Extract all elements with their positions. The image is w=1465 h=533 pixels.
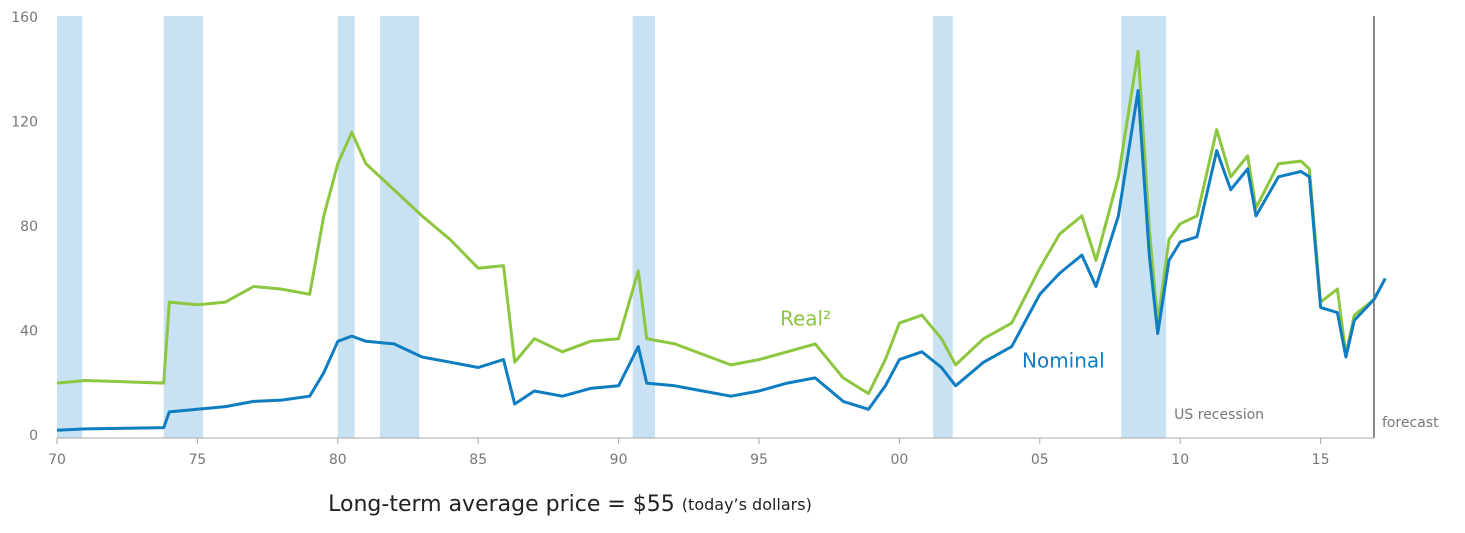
recession-band [933,16,953,438]
recession-band [632,16,656,438]
recession-label: US recession [1174,407,1264,423]
series-line [56,49,1387,396]
x-tick-label: 95 [750,452,768,468]
y-tick-label: 40 [20,324,38,340]
series-label: Real² [780,307,831,331]
x-tick-label: 80 [329,452,347,468]
x-tick-label: 75 [188,452,206,468]
recession-band [57,16,83,438]
x-tick-label: 70 [48,452,66,468]
x-tick-label: 10 [1171,452,1189,468]
forecast-label: forecast [1382,415,1439,431]
series-line [56,89,1387,432]
recession-band [1121,16,1167,438]
plot [57,16,1167,438]
recession-band [379,16,420,438]
x-tick-label: 05 [1031,452,1049,468]
x-tick-label: 90 [610,452,628,468]
recession-band [337,16,355,438]
series-label: Nominal [1022,349,1105,373]
y-tick-label: 120 [11,115,38,131]
note: Long-term average price = $55 [328,492,675,517]
y-tick-label: 160 [11,10,38,26]
footnote: Long-term average price = $55 (today’s d… [328,492,812,517]
recession-band [163,16,204,438]
y-tick-label: 80 [20,219,38,235]
x-tick-label: 15 [1312,452,1330,468]
note-sub: (today’s dollars) [682,495,812,514]
x-tick-label: 85 [469,452,487,468]
x-tick-label: 00 [890,452,908,468]
y-tick-label: 0 [29,428,38,444]
